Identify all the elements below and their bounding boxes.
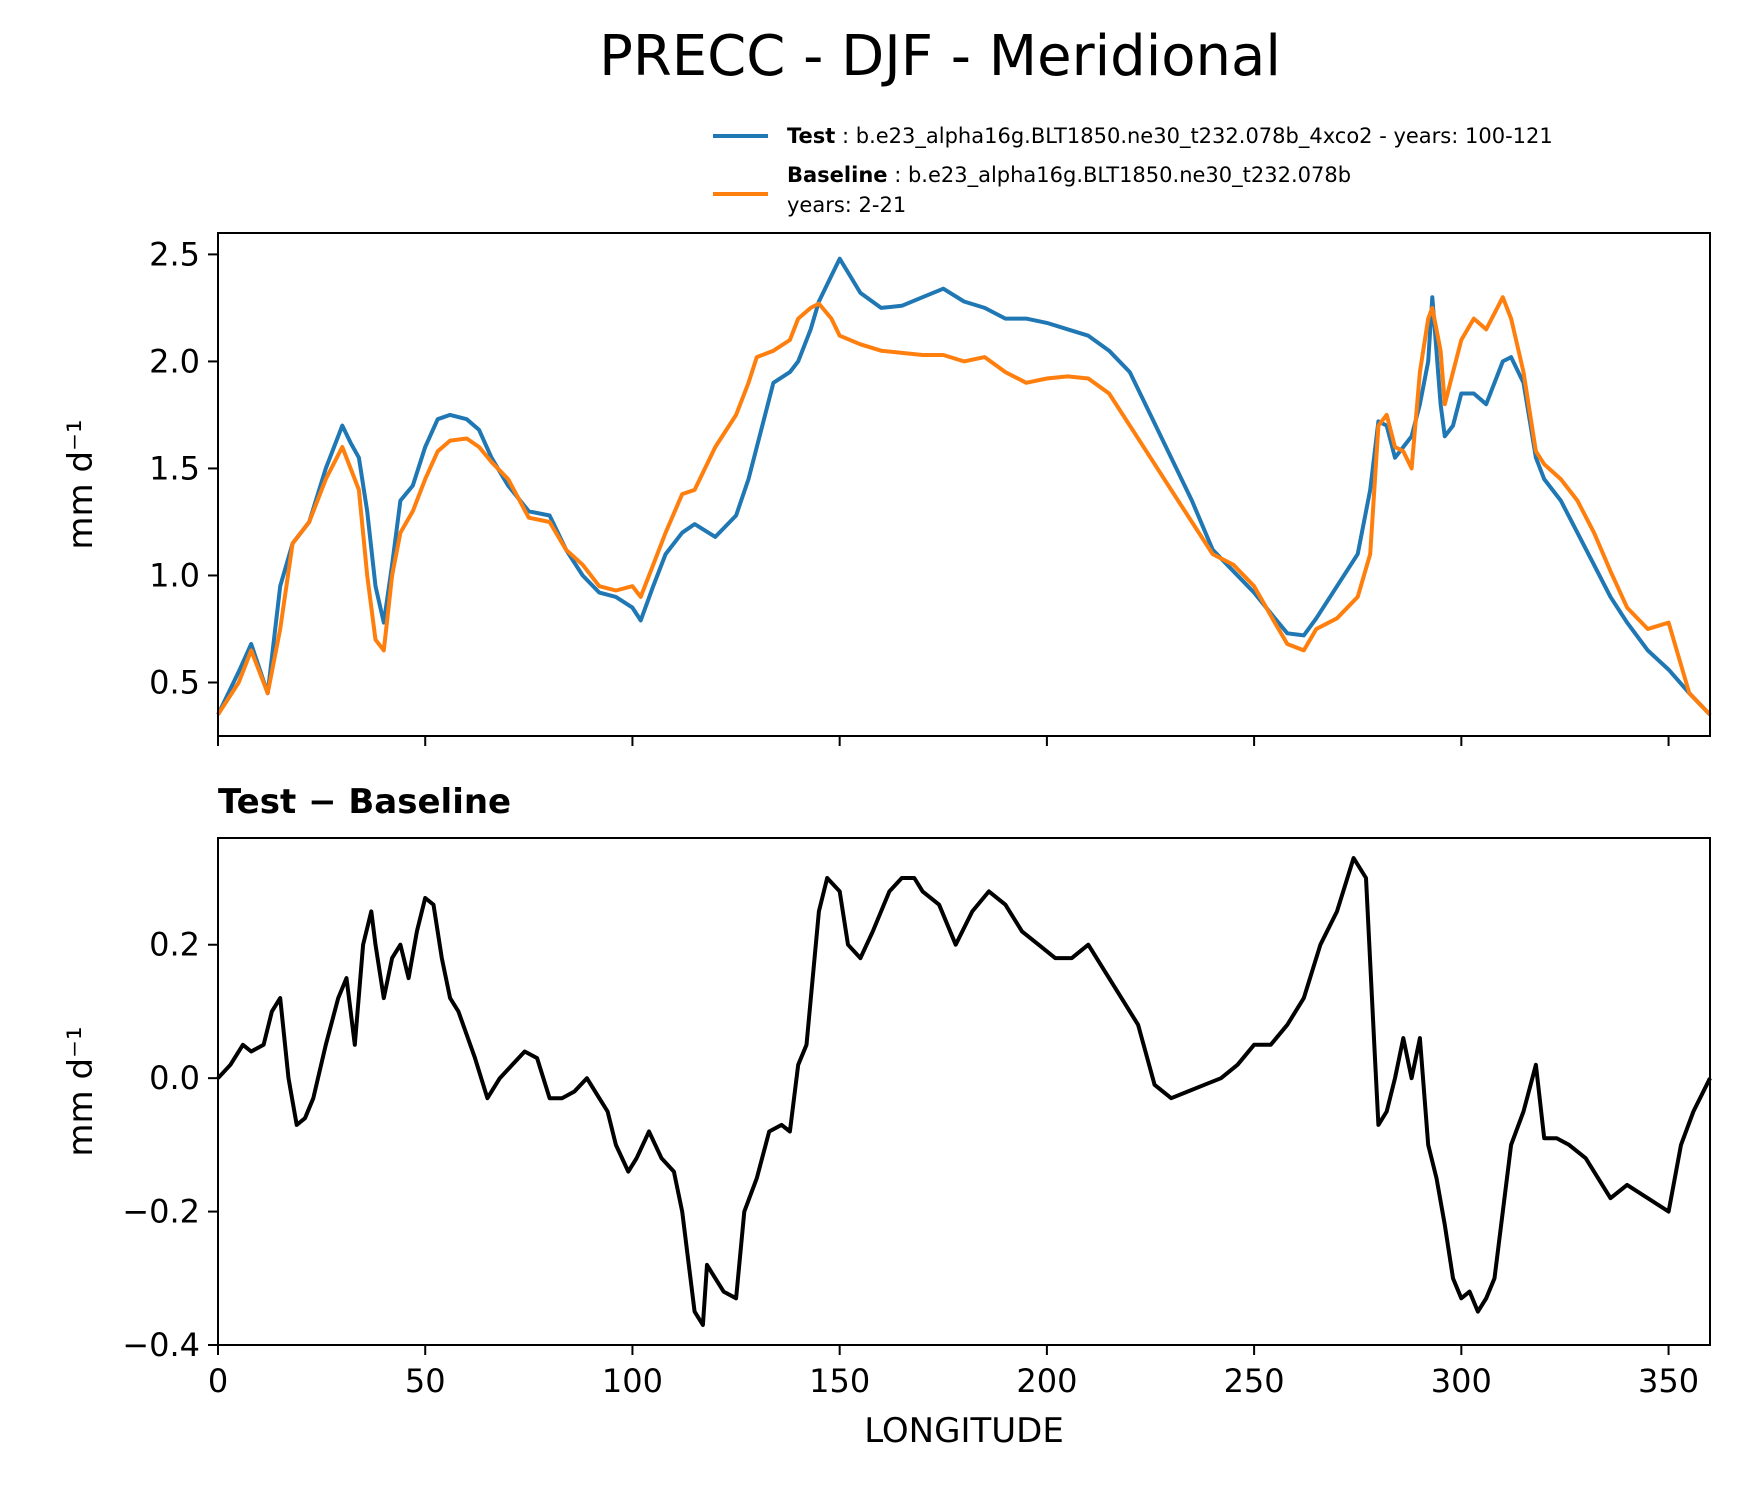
x-tick-label: 350 (1638, 1362, 1699, 1400)
y-tick-label: 0.2 (149, 926, 200, 964)
x-axis-label: LONGITUDE (864, 1411, 1064, 1451)
series-line-test-panel1 (216, 256, 1712, 716)
y-tick-label: 2.5 (149, 235, 200, 273)
legend-label-baseline: Baseline : b.e23_alpha16g.BLT1850.ne30_t… (787, 163, 1351, 188)
y-tick-label: 0.0 (149, 1059, 200, 1097)
legend-label-baseline-line2: years: 2-21 (787, 193, 906, 217)
plot-frame-panel1 (217, 232, 1711, 737)
y-tick-label: 0.5 (149, 663, 200, 701)
x-tick-label: 300 (1431, 1362, 1492, 1400)
x-tick-label: 100 (602, 1362, 663, 1400)
y-axis-label: mm d⁻¹ (61, 419, 101, 549)
series-line-test-baseline-panel2 (216, 856, 1712, 1327)
y-axis-label: mm d⁻¹ (61, 1026, 101, 1156)
y-tick-label: 2.0 (149, 342, 200, 380)
y-tick-label: 1.5 (149, 449, 200, 487)
x-tick-label: 0 (208, 1362, 228, 1400)
x-tick-label: 50 (405, 1362, 446, 1400)
y-tick-label: −0.4 (122, 1326, 200, 1364)
y-tick-label: 1.0 (149, 556, 200, 594)
legend-label-test: Test : b.e23_alpha16g.BLT1850.ne30_t232.… (787, 124, 1553, 149)
plot-frame-panel2 (217, 837, 1711, 1346)
diff-panel-title: Test − Baseline (218, 782, 511, 822)
x-tick-label: 200 (1016, 1362, 1077, 1400)
chart-title: PRECC - DJF - Meridional (599, 24, 1281, 89)
x-tick-label: 150 (809, 1362, 870, 1400)
series-line-baseline-panel1 (216, 295, 1712, 716)
y-tick-label: −0.2 (122, 1193, 200, 1231)
x-tick-label: 250 (1224, 1362, 1285, 1400)
